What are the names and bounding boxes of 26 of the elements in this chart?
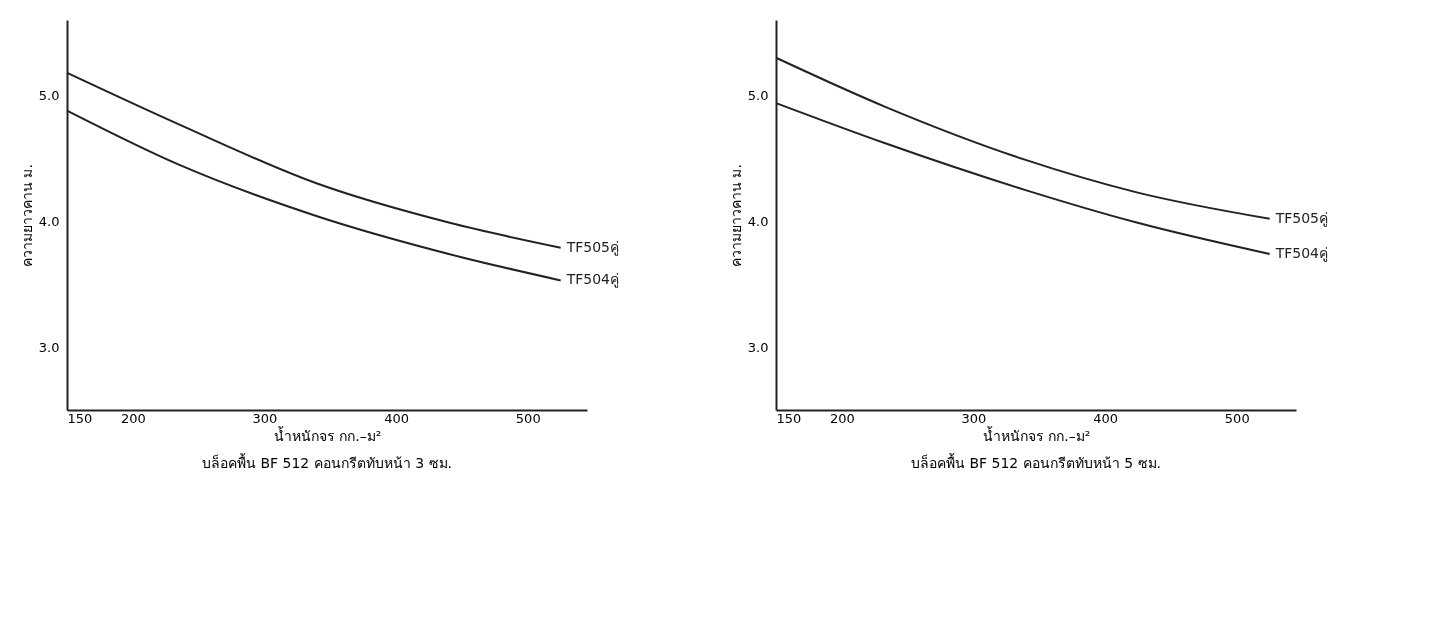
x-tick-label: 400 [1093,410,1119,426]
x-tick-label: 500 [1224,410,1250,426]
y-tick-label: 5.0 [38,87,60,103]
y-tick-label: 3.0 [38,339,60,355]
x-tick-label: 150 [776,410,802,426]
x-tick-label: 300 [961,410,987,426]
y-tick-label: 4.0 [747,213,769,229]
series-label: TF504คู่ [565,271,619,289]
series-label: TF504คู่ [1274,245,1328,262]
x-tick-label: 300 [252,410,278,426]
x-tick-label: 400 [384,410,410,426]
text: บล็อคพื้น BF 512 คอนกรีตทับหน้า 3 ซม. [202,453,452,471]
x-tick-label: 200 [829,410,855,426]
x-tick-label: 500 [515,410,541,426]
y-axis-title: ความยาวคาน ม. [18,164,35,267]
y-tick-label: 5.0 [747,87,769,103]
y-tick-label: 3.0 [747,339,769,355]
x-axis-title: น้ำหนักจร กก.–ม² [273,425,382,444]
y-tick-label: 4.0 [38,213,60,229]
x-axis-title: น้ำหนักจร กก.–ม² [982,425,1091,444]
series-label: TF505คู่ [565,238,619,256]
x-tick-label: 200 [120,410,146,426]
y-axis-title: ความยาวคาน ม. [727,164,744,267]
text: บล็อคพื้น BF 512 คอนกรีตทับหน้า 5 ซม. [911,453,1161,471]
x-tick-label: 150 [67,410,93,426]
series-label: TF505คู่ [1274,209,1328,227]
